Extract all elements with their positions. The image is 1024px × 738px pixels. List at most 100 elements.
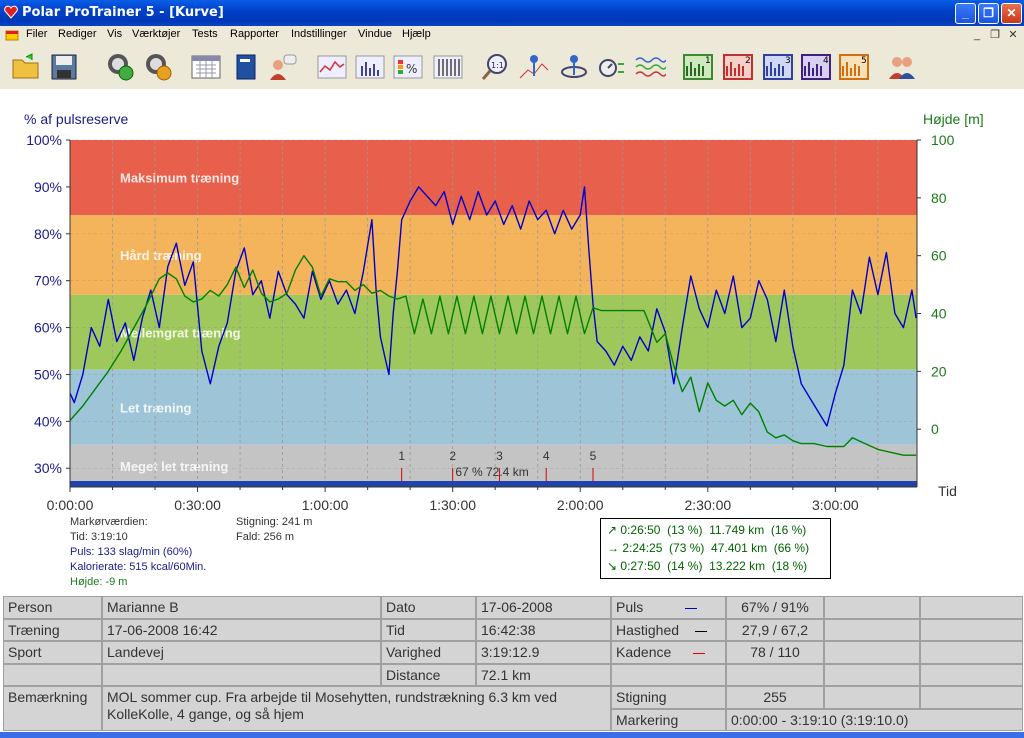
view-1-icon[interactable]: 1	[682, 52, 714, 82]
distance-value: 72.1 km	[476, 664, 611, 686]
view-4-icon[interactable]: 4	[800, 52, 832, 82]
x-tick-label: 1:00:00	[302, 497, 349, 513]
mdi-restore-button[interactable]: ❐	[990, 29, 1000, 41]
mdi-close-button[interactable]: ✕	[1008, 29, 1018, 41]
waves-icon[interactable]	[634, 52, 666, 82]
empty-cell	[824, 664, 920, 686]
close-button[interactable]: ✕	[1001, 3, 1022, 24]
lap-label: 3	[496, 449, 503, 463]
pulse-line	[69, 186, 917, 427]
menu-hjaelp[interactable]: Hjælp	[402, 28, 431, 40]
distance-bar	[70, 481, 917, 487]
time-value: 16:42:38	[476, 619, 611, 641]
summary-down: ↘ 0:27:50 (14 %) 13.222 km (18 %)	[607, 559, 808, 573]
calendar-icon[interactable]	[190, 52, 222, 82]
maximize-button[interactable]: ❐	[978, 3, 999, 24]
left-axis-label: % af pulsreserve	[24, 111, 128, 127]
speed-label: Hastighed	[611, 619, 726, 641]
table-icon[interactable]	[432, 52, 464, 82]
note-label: Bemærkning	[3, 686, 102, 731]
view-2-icon[interactable]: 2	[722, 52, 754, 82]
right-tick-label: 100	[931, 132, 955, 148]
zone-band	[70, 215, 917, 295]
users-icon[interactable]	[886, 52, 918, 82]
sync-icon[interactable]	[104, 52, 136, 82]
view-5-icon[interactable]: 5	[838, 52, 870, 82]
empty-cell	[824, 596, 920, 619]
heart-rate-chart[interactable]: % af pulsreserve Højde [m] Maksimum træn…	[0, 90, 1024, 595]
x-tick-label: 2:00:00	[557, 497, 604, 513]
zone-label: Meget let træning	[120, 459, 228, 474]
training-value[interactable]: 17-06-2008 16:42	[102, 619, 381, 641]
marker-height: Højde: -9 m	[70, 576, 128, 588]
mdi-minimize-button[interactable]: _	[973, 29, 981, 41]
info-cursor-icon[interactable]	[518, 52, 550, 82]
distance-label: Distance	[381, 664, 476, 686]
right-tick-label: 20	[931, 363, 947, 379]
person-value[interactable]: Marianne B	[102, 596, 381, 619]
empty-cell	[920, 686, 1023, 709]
svg-text:4: 4	[823, 56, 829, 66]
right-tick-label: 60	[931, 248, 947, 264]
minimize-button[interactable]: _	[955, 3, 976, 24]
sport-label: Sport	[3, 641, 102, 664]
pulse-label-text: Puls	[616, 599, 644, 615]
marker-icon[interactable]	[558, 52, 590, 82]
marker-time: Tid: 3:19:10	[70, 531, 128, 543]
book-icon[interactable]	[230, 52, 262, 82]
stopwatch-icon[interactable]	[596, 52, 628, 82]
pulse-value: 67% / 91%	[726, 596, 824, 619]
menu-rapporter[interactable]: Rapporter	[230, 28, 279, 40]
x-tick-label: 1:30:00	[429, 497, 476, 513]
zone-band	[70, 369, 917, 445]
status-strip	[0, 732, 1024, 738]
zoom-1to1-icon[interactable]: 1:1	[480, 52, 512, 82]
sport-value[interactable]: Landevej	[102, 641, 381, 664]
save-icon[interactable]	[48, 52, 80, 82]
settings-sync-icon[interactable]	[142, 52, 174, 82]
time-label: Tid	[381, 619, 476, 641]
empty-cell	[824, 641, 920, 664]
svg-text:1: 1	[705, 56, 711, 66]
x-tick-label: 2:30:00	[684, 497, 731, 513]
right-tick-label: 0	[931, 421, 939, 437]
right-axis-label: Højde [m]	[923, 111, 984, 127]
svg-text:5: 5	[861, 56, 867, 66]
date-value: 17-06-2008	[476, 596, 611, 619]
menu-rediger[interactable]: Rediger	[58, 28, 97, 40]
lap-label: 5	[590, 449, 597, 463]
percent-icon[interactable]: %	[392, 52, 424, 82]
summary-up: ↗ 0:26:50 (13 %) 11.749 km (16 %)	[607, 523, 807, 537]
left-tick-label: 70%	[34, 273, 62, 289]
left-tick-label: 90%	[34, 179, 62, 195]
duration-label: Varighed	[381, 641, 476, 664]
menu-vindue[interactable]: Vindue	[358, 28, 393, 40]
zone-label: Let træning	[120, 400, 192, 415]
marking-label: Markering	[611, 709, 726, 731]
left-tick-label: 30%	[34, 460, 62, 476]
marker-pulse: Puls: 133 slag/min (60%)	[70, 546, 193, 558]
menu-indstillinger[interactable]: Indstillinger	[291, 28, 347, 40]
speed-legend-line	[695, 630, 708, 632]
lap-label: 4	[543, 449, 550, 463]
window-title: Polar ProTrainer 5 - [Kurve]	[22, 5, 224, 20]
user-add-icon[interactable]	[266, 52, 298, 82]
svg-text:2: 2	[745, 56, 751, 66]
view-3-icon[interactable]: 3	[762, 52, 794, 82]
menu-tests[interactable]: Tests	[192, 28, 218, 40]
bar-chart-icon[interactable]	[354, 52, 386, 82]
menu-vis[interactable]: Vis	[107, 28, 123, 40]
open-folder-icon[interactable]	[10, 52, 42, 82]
date-label: Dato	[381, 596, 476, 619]
duration-value: 3:19:12.9	[476, 641, 611, 664]
curve-icon[interactable]	[316, 52, 348, 82]
left-tick-label: 100%	[26, 132, 62, 148]
menu-filer[interactable]: Filer	[26, 28, 48, 40]
left-tick-label: 40%	[34, 413, 62, 429]
note-value[interactable]: MOL sommer cup. Fra arbejde til Mosehytt…	[102, 686, 611, 731]
x-axis-label: Tid	[938, 483, 957, 499]
marker-calories: Kalorierate: 515 kcal/60Min.	[70, 561, 207, 573]
cadence-legend-line	[693, 652, 706, 654]
menu-vaerktoejer[interactable]: Værktøjer	[132, 28, 181, 40]
ascent-value: 255	[726, 686, 824, 709]
